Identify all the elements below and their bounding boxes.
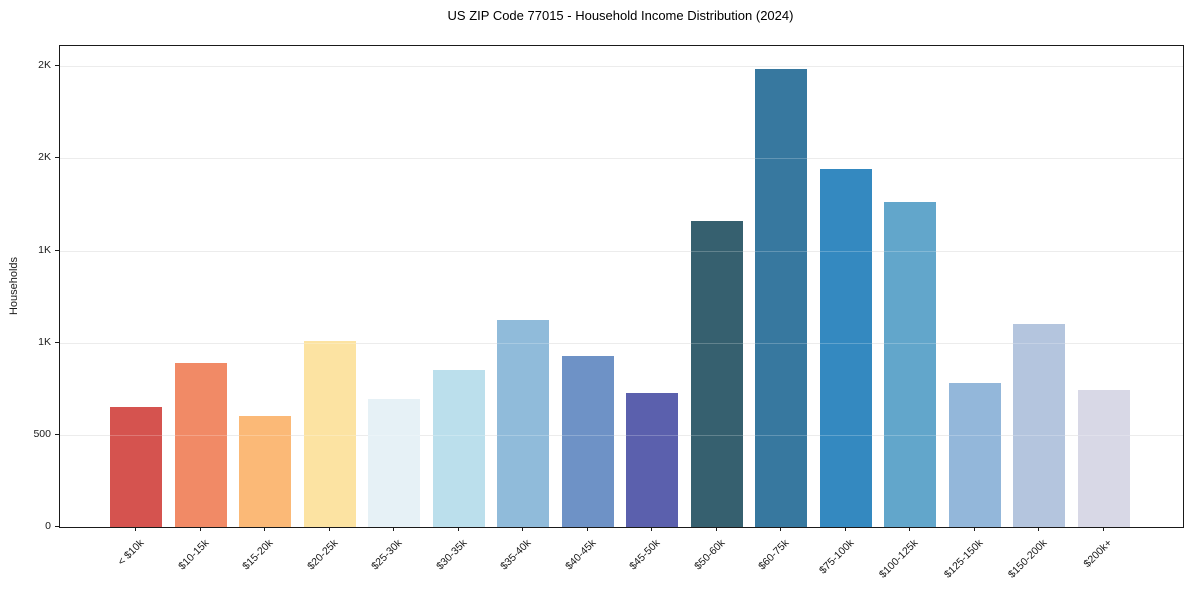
x-tick-label: $40-45k [562, 537, 598, 573]
y-tick-label: 500 [33, 427, 51, 440]
x-tick-mark [715, 527, 717, 531]
bar [110, 407, 162, 527]
y-tick-label: 2K [38, 151, 51, 164]
gridline [60, 342, 1183, 344]
bar [497, 320, 549, 527]
gridline [60, 434, 1183, 436]
x-tick-mark [973, 527, 975, 531]
bar [1077, 390, 1130, 527]
x-tick-label: $100-125k [876, 537, 921, 581]
x-tick-mark [586, 527, 588, 531]
gridline-overlay [60, 434, 1183, 436]
x-tick-label: $35-40k [498, 537, 534, 573]
y-tick-label: 2K [38, 59, 51, 72]
y-tick-label: 1K [38, 243, 51, 256]
x-tick-mark [199, 527, 201, 531]
gridline [60, 158, 1183, 160]
x-tick-mark [1102, 527, 1104, 531]
bar [755, 69, 807, 527]
bar [174, 363, 227, 527]
bar [303, 341, 356, 527]
x-tick-label: $60-75k [756, 537, 792, 573]
y-tick-label: 1K [38, 335, 51, 348]
chart-title: US ZIP Code 77015 - Household Income Dis… [447, 8, 794, 23]
bar [884, 202, 936, 527]
x-tick-label: $50-60k [691, 537, 727, 573]
x-tick-label: $25-30k [369, 537, 405, 573]
y-axis-label: Households [8, 256, 20, 316]
bar [432, 370, 485, 527]
x-tick-mark [909, 527, 910, 531]
gridline [60, 66, 1183, 68]
bar [368, 399, 420, 527]
y-tick-mark [55, 433, 59, 435]
y-tick-mark [55, 65, 59, 67]
x-tick-label: $15-20k [240, 537, 276, 573]
x-tick-mark [264, 527, 265, 531]
x-tick-label: < $10k [115, 537, 147, 568]
gridline-overlay [60, 250, 1183, 252]
x-tick-mark [457, 527, 459, 531]
x-tick-label: $200k+ [1080, 537, 1114, 571]
plot-area [59, 45, 1184, 528]
gridline-overlay [60, 66, 1183, 68]
x-tick-label: $125-150k [941, 537, 985, 581]
x-tick-label: $75-100k [816, 537, 856, 577]
y-tick-mark [55, 249, 59, 251]
x-tick-label: $45-50k [627, 537, 663, 573]
gridline-overlay [60, 158, 1183, 160]
y-tick-label: 0 [45, 520, 51, 532]
x-tick-mark [135, 527, 136, 531]
x-tick-mark [1038, 527, 1039, 531]
x-tick-mark [780, 527, 781, 531]
bar [948, 383, 1001, 527]
x-tick-mark [393, 527, 394, 531]
x-tick-mark [651, 527, 652, 531]
bar [1013, 324, 1065, 527]
x-tick-label: $10-15k [175, 537, 211, 573]
bar [239, 416, 291, 527]
gridline [60, 250, 1183, 252]
x-tick-label: $20-25k [304, 537, 340, 573]
x-tick-label: $30-35k [433, 537, 469, 573]
x-tick-mark [522, 527, 523, 531]
bar [819, 169, 872, 527]
x-tick-label: $150-200k [1005, 537, 1050, 581]
y-tick-mark [55, 157, 59, 159]
bar [626, 393, 678, 527]
x-tick-mark [844, 527, 846, 531]
bar [690, 221, 743, 527]
bar [561, 356, 614, 527]
gridline-overlay [60, 342, 1183, 344]
x-tick-mark [328, 527, 330, 531]
y-tick-mark [55, 341, 59, 343]
y-tick-mark [55, 526, 59, 527]
